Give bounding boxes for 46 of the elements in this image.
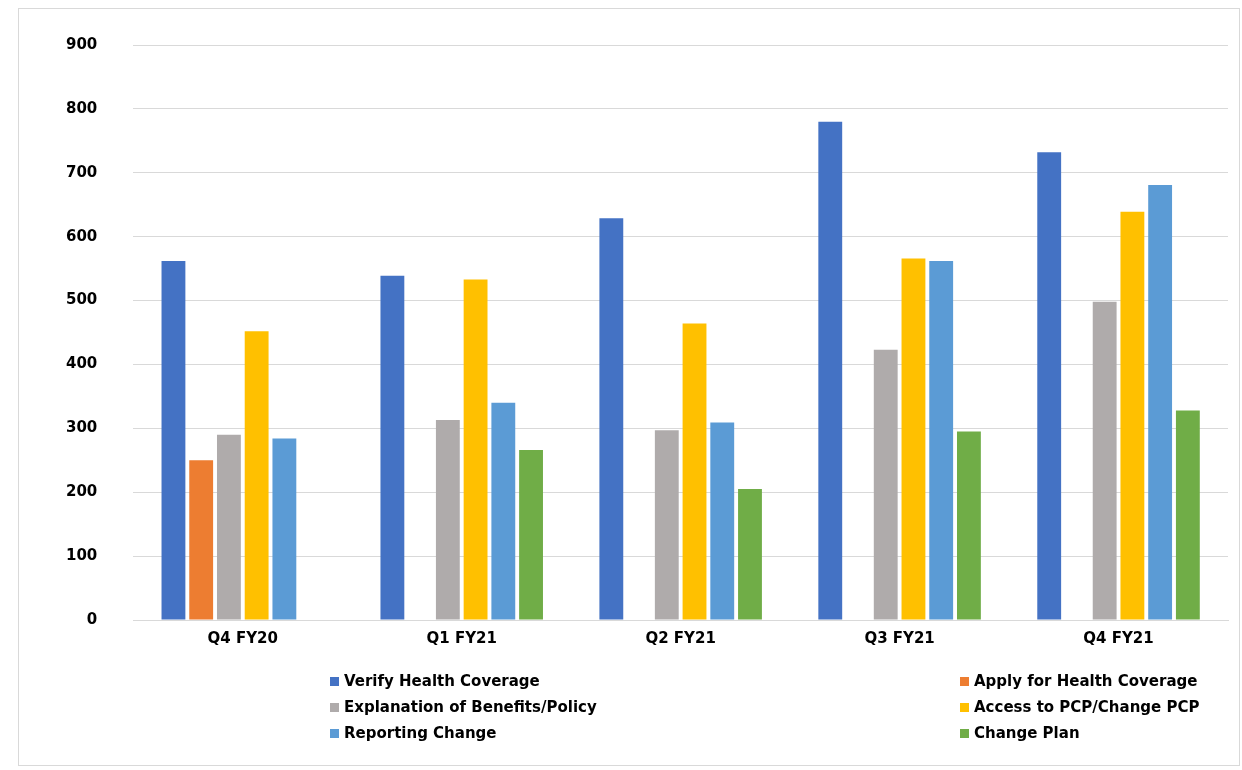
bar [929, 260, 954, 620]
legend-label: Reporting Change [344, 724, 497, 742]
x-tick-label: Q2 FY21 [645, 628, 716, 647]
bar [244, 331, 269, 620]
x-tick-label: Q4 FY21 [1083, 628, 1154, 647]
bar [161, 260, 186, 620]
y-tick-label: 0 [86, 609, 98, 628]
legend-label: Explanation of Benefits/Policy [344, 698, 597, 716]
y-tick-label: 400 [66, 354, 98, 373]
x-tick-label: Q1 FY21 [426, 628, 497, 647]
bar [1037, 152, 1062, 620]
bar [599, 218, 624, 620]
bar [818, 121, 843, 620]
x-tick-label: Q4 FY20 [207, 628, 278, 647]
y-tick-label: 900 [66, 34, 98, 53]
bar [491, 402, 516, 620]
y-tick-label: 100 [66, 546, 98, 564]
y-tick-label: 300 [66, 418, 98, 437]
y-tick-label: 800 [66, 98, 98, 117]
legend-label: Change Plan [974, 724, 1080, 742]
legend-label: Apply for Health Coverage [974, 672, 1198, 690]
bar [654, 430, 679, 620]
bar [873, 349, 898, 620]
bar [1175, 410, 1200, 620]
bar [463, 279, 488, 620]
bar [1120, 211, 1145, 620]
bar [1148, 184, 1173, 620]
bar [1092, 301, 1117, 620]
bar [710, 422, 735, 620]
bar [957, 431, 981, 620]
bar [380, 275, 405, 620]
y-tick-label: 200 [66, 482, 98, 501]
bar [216, 434, 241, 620]
legend-label: Verify Health Coverage [344, 672, 540, 690]
bar [519, 450, 543, 620]
y-tick-label: 700 [66, 162, 98, 181]
bar [435, 420, 460, 620]
bar [682, 323, 707, 620]
bar [901, 258, 926, 620]
y-tick-label: 600 [66, 226, 98, 245]
y-tick-label: 500 [66, 290, 98, 309]
bar [272, 438, 297, 620]
bar [738, 489, 762, 620]
x-tick-label: Q3 FY21 [864, 628, 935, 647]
bar [189, 460, 214, 620]
legend-label: Access to PCP/Change PCP [974, 698, 1200, 716]
